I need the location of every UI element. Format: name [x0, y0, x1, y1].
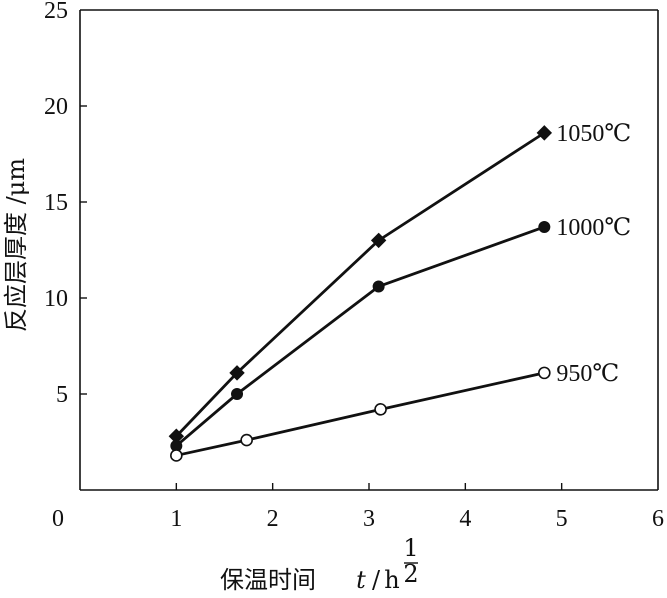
series-label: 1050℃	[556, 121, 631, 147]
diamond-marker	[536, 125, 553, 141]
series-label: 950℃	[556, 361, 619, 387]
diamond-marker	[229, 365, 245, 381]
x-axis-title: 保温时间 t / h 1 2	[220, 534, 419, 594]
filled-circle-marker	[231, 388, 244, 400]
open-circle-marker	[170, 449, 183, 462]
series-group: 1050℃ 1000℃ 950℃	[168, 121, 631, 462]
x-tick-label: 2	[267, 506, 279, 532]
x-tick-label: 1	[170, 506, 182, 532]
series-line	[176, 371, 545, 457]
y-tick-label: 5	[56, 382, 68, 408]
x-axis-title-slash: /	[372, 566, 381, 594]
series-1: 1000℃	[170, 215, 631, 452]
x-axis-title-exp-num: 1	[403, 534, 418, 562]
filled-circle-marker	[372, 280, 385, 293]
series-0: 1050℃	[168, 121, 631, 444]
open-circle-marker	[240, 433, 253, 447]
open-circle-marker	[374, 403, 387, 416]
diamond-marker	[370, 232, 387, 249]
x-tick-label: 4	[459, 506, 471, 532]
x-tick-label: 3	[363, 506, 375, 532]
y-tick-label: 10	[44, 286, 68, 312]
x-axis-title-main: 保温时间	[220, 566, 316, 594]
x-tick-label: 5	[556, 506, 568, 532]
filled-circle-marker	[538, 220, 551, 233]
y-tick-label: 25	[44, 0, 68, 24]
x-axis-title-unit: h	[384, 566, 399, 594]
y-axis-title: 反应层厚度 /μm	[2, 158, 30, 332]
ticks: 0 1 2 3 4 5 6 5 10 15 20 25	[44, 0, 664, 532]
x-axis-title-exp-den: 2	[403, 560, 418, 588]
x-axis-title-var: t	[356, 566, 366, 594]
open-circle-marker	[538, 366, 551, 380]
x-tick-label: 6	[652, 506, 664, 532]
y-tick-label: 20	[44, 94, 68, 120]
series-line	[175, 131, 546, 438]
x-tick-label: 0	[52, 506, 64, 532]
series-label: 1000℃	[556, 215, 631, 241]
y-tick-label: 15	[44, 190, 68, 216]
series-line	[175, 225, 545, 447]
series-2: 950℃	[170, 361, 619, 462]
